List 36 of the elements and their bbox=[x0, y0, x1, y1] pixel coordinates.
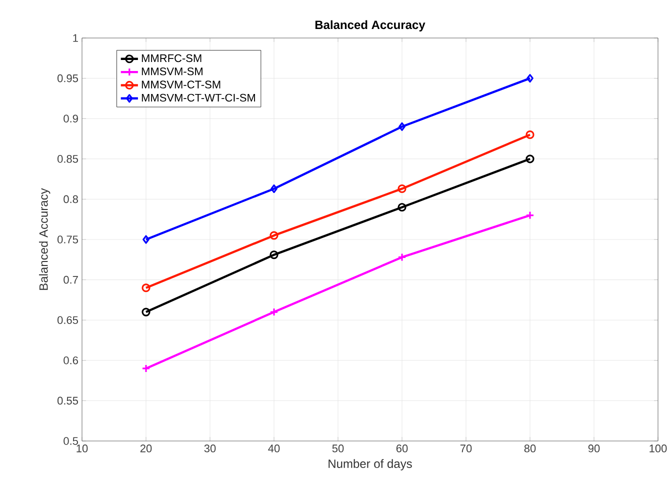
y-tick-label: 0.8 bbox=[64, 195, 78, 204]
point bbox=[398, 122, 406, 131]
x-tick-label: 30 bbox=[204, 444, 216, 452]
x-tick-label: 90 bbox=[588, 444, 600, 452]
point bbox=[398, 202, 406, 212]
point bbox=[270, 231, 278, 240]
y-tick-label: 0.95 bbox=[57, 74, 78, 82]
y-tick-label: 0.85 bbox=[57, 155, 78, 163]
y-tick-label: 0.65 bbox=[57, 316, 78, 324]
x-axis-title: Number of days bbox=[328, 459, 412, 470]
x-tick-label: 100 bbox=[650, 444, 667, 452]
x-tick-label: 70 bbox=[460, 444, 472, 452]
y-tick-label: 0.75 bbox=[57, 236, 78, 244]
point bbox=[398, 252, 406, 262]
x-tick-label: 50 bbox=[332, 444, 344, 452]
y-tick-label: 1 bbox=[73, 34, 78, 42]
legend-label: MMSVM-CT-WT-CI-SM bbox=[142, 94, 255, 102]
legend-label: MMRFC-SM bbox=[142, 54, 202, 62]
x-tick-label: 40 bbox=[268, 444, 280, 452]
x-tick-label: 20 bbox=[140, 444, 152, 452]
y-tick-label: 0.55 bbox=[57, 396, 78, 405]
point bbox=[270, 184, 278, 194]
y-tick-label: 0.7 bbox=[64, 276, 78, 284]
y-tick-label: 0.6 bbox=[64, 356, 78, 364]
y-tick-label: 0.9 bbox=[64, 114, 78, 122]
point bbox=[270, 250, 278, 260]
x-tick-label: 80 bbox=[524, 444, 536, 452]
y-axis-title: Balanced Accuracy bbox=[39, 188, 50, 290]
legend-label: MMSVM-SM bbox=[142, 67, 202, 76]
legend-label: MMSVM-CT-SM bbox=[142, 80, 220, 88]
point bbox=[270, 308, 278, 316]
point bbox=[398, 184, 406, 194]
chart-title: Balanced Accuracy bbox=[315, 20, 426, 32]
x-tick-label: 10 bbox=[76, 444, 88, 452]
y-tick-label: 0.5 bbox=[64, 437, 78, 445]
x-tick-label: 60 bbox=[396, 444, 408, 452]
